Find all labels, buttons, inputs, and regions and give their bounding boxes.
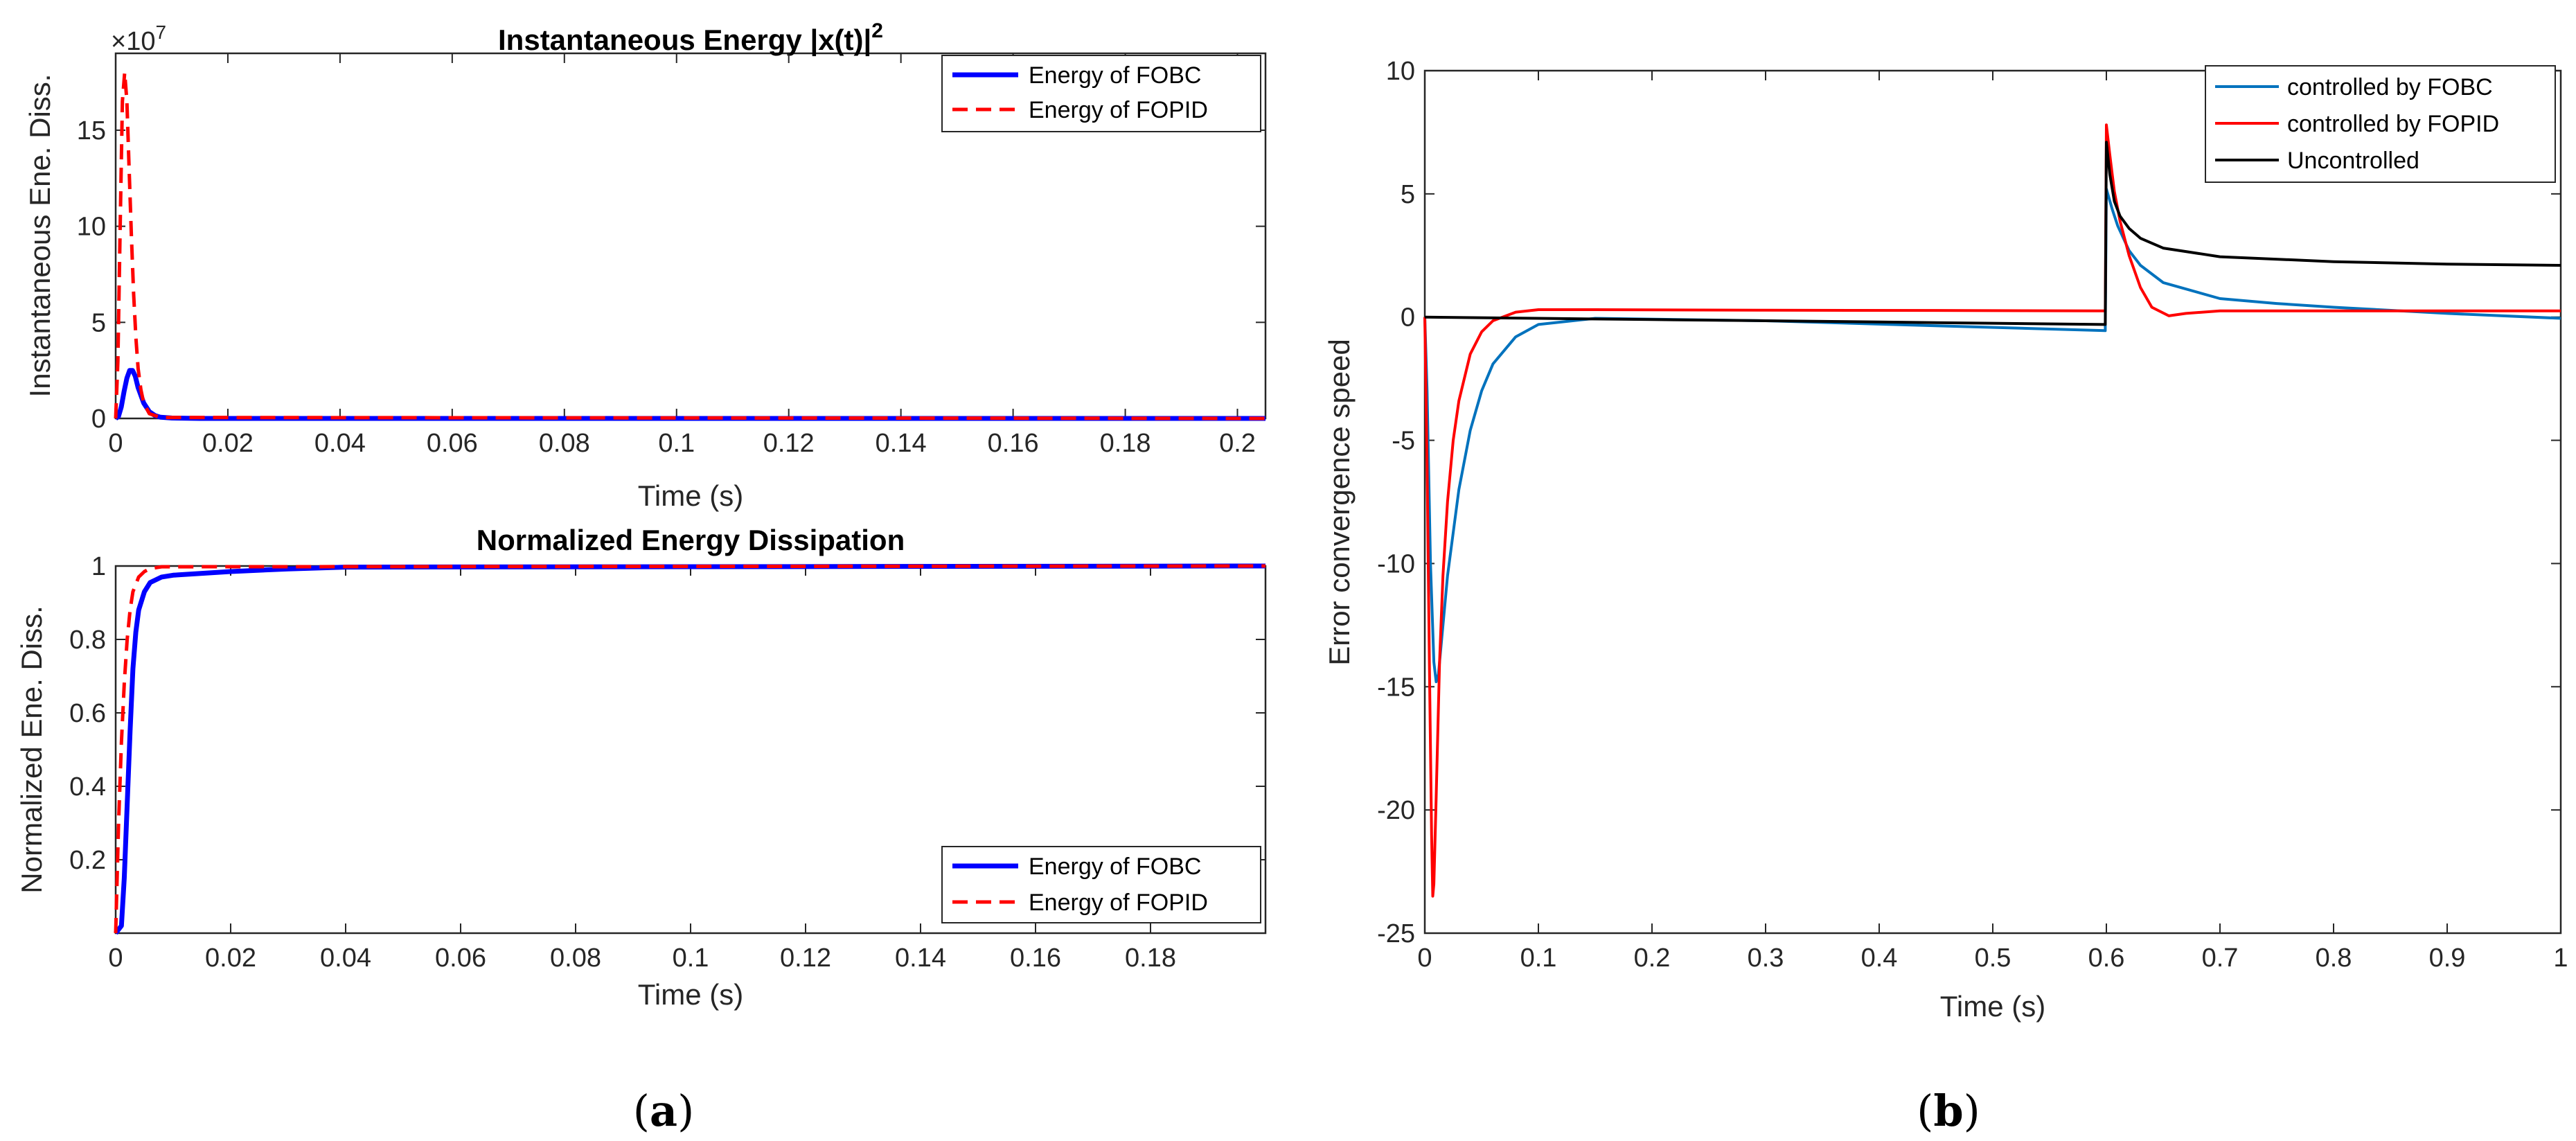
x-tick-label: 0.2: [1219, 429, 1256, 458]
chart-instantaneous-energy: Instantaneous Energy |x(t)|2 ×107 Instan…: [24, 19, 1267, 512]
x-tick-label: 0.4: [1861, 944, 1898, 973]
x-tick-label: 0.16: [988, 429, 1039, 458]
series-line-energy-of-fopid: [114, 71, 1266, 421]
series-layer: [114, 563, 1266, 935]
x-tick-label: 0.08: [539, 429, 590, 458]
legend-label: controlled by FOBC: [2287, 74, 2493, 100]
legend-box: [941, 846, 1261, 923]
y-tick-label: 0.8: [69, 626, 106, 655]
x-tick-label: 0: [108, 944, 123, 973]
x-tick-label: 0.16: [1010, 944, 1061, 973]
axis-ticks: 0 0.02 0.04 0.06 0.08 0.1 0.12 0.14 0.16 0.18 0.2 0…: [77, 53, 1265, 458]
x-tick-label: 0.14: [876, 429, 927, 458]
x-tick-label: 0: [108, 429, 123, 458]
y-tick-label: 0.2: [69, 846, 106, 875]
y-tick-label: 0: [1401, 303, 1415, 333]
y-tick-label: 1: [91, 552, 106, 581]
x-tick-label: 1: [2553, 944, 2568, 973]
series-line-controlled-by-fopid: [1423, 123, 2561, 898]
y-exponent-label: ×107: [111, 21, 166, 56]
legend: Energy of FOBC Energy of FOPID: [941, 55, 1261, 132]
y-axis-label: Normalized Ene. Diss.: [15, 605, 48, 893]
y-tick-label: -10: [1377, 549, 1415, 578]
legend: controlled by FOBC controlled by FOPID U…: [2205, 65, 2556, 183]
series-line-energy-of-fopid: [114, 564, 1266, 934]
y-tick-label: 5: [91, 308, 106, 337]
legend-label: Energy of FOBC: [1029, 853, 1201, 880]
axis-ticks: 0 0.02 0.04 0.06 0.08 0.1 0.12 0.14 0.16 0.18 0.2 0…: [69, 552, 1265, 973]
y-tick-label: 0.6: [69, 699, 106, 728]
x-tick-label: 0.06: [427, 429, 478, 458]
x-tick-label: 0.18: [1100, 429, 1151, 458]
chart-normalized-energy: Normalized Energy Dissipation Normalized…: [15, 524, 1267, 1011]
x-tick-label: 0.08: [550, 944, 601, 973]
plot-area: [1423, 69, 2562, 935]
x-tick-label: 0.7: [2202, 944, 2239, 973]
x-tick-label: 0: [1417, 944, 1432, 973]
legend: Energy of FOBC Energy of FOPID: [941, 846, 1261, 923]
legend-box: [941, 55, 1261, 132]
legend-label: Energy of FOPID: [1029, 97, 1208, 123]
series-layer: [114, 71, 1266, 421]
x-tick-label: 0.18: [1125, 944, 1176, 973]
x-tick-label: 0.04: [314, 429, 366, 458]
x-tick-label: 0.02: [205, 944, 256, 973]
y-tick-label: -25: [1377, 919, 1415, 948]
series-layer: [1423, 123, 2561, 898]
x-tick-label: 0.1: [658, 429, 695, 458]
x-tick-label: 0.14: [895, 944, 946, 973]
panel-label-b: (b): [1917, 1086, 1980, 1136]
chart-title: Instantaneous Energy |x(t)|2: [498, 19, 883, 57]
legend-label: Uncontrolled: [2287, 148, 2419, 174]
x-tick-label: 0.1: [673, 944, 709, 973]
x-tick-label: 0.5: [1975, 944, 2011, 973]
x-tick-label: 0.12: [780, 944, 831, 973]
y-tick-label: 10: [1386, 57, 1415, 86]
chart-title: Normalized Energy Dissipation: [477, 524, 905, 556]
x-axis-label: Time (s): [638, 978, 743, 1011]
y-tick-label: 5: [1401, 180, 1415, 209]
legend-label: controlled by FOPID: [2287, 111, 2499, 137]
y-tick-label: -20: [1377, 796, 1415, 825]
x-tick-label: 0.04: [320, 944, 371, 973]
x-tick-label: 0.3: [1748, 944, 1784, 973]
y-tick-label: -5: [1392, 427, 1415, 456]
chart-error-convergence: Error convergence speed Time (s) 0 0.1 0.2…: [1323, 57, 2568, 1023]
x-axis-label: Time (s): [1940, 990, 2045, 1023]
series-line-uncontrolled: [1424, 141, 2561, 326]
y-axis-label: Instantaneous Ene. Diss.: [24, 74, 56, 398]
x-tick-label: 0.2: [1634, 944, 1671, 973]
x-tick-label: 0.1: [1520, 944, 1557, 973]
x-axis-label: Time (s): [638, 479, 743, 512]
legend-label: Energy of FOBC: [1029, 62, 1201, 89]
x-tick-label: 0.6: [2088, 944, 2125, 973]
y-tick-label: -15: [1377, 673, 1415, 702]
y-tick-label: 15: [77, 116, 106, 145]
x-tick-label: 0.02: [202, 429, 254, 458]
x-tick-label: 0.12: [763, 429, 815, 458]
y-axis-label: Error convergence speed: [1323, 339, 1356, 666]
y-tick-label: 10: [77, 213, 106, 242]
legend-label: Energy of FOPID: [1029, 890, 1208, 916]
panel-label-a: (a): [633, 1086, 695, 1136]
y-tick-label: 0: [91, 405, 106, 434]
x-tick-label: 0.9: [2429, 944, 2466, 973]
y-tick-label: 0.4: [69, 772, 106, 802]
axis-ticks: 0 0.1 0.2 0.3 0.4 0.5 0.6 0.7 0.8 0.9 1 -25 -20 -15 -1…: [1377, 57, 2568, 973]
x-tick-label: 0.06: [435, 944, 486, 973]
x-tick-label: 0.8: [2316, 944, 2352, 973]
series-line-energy-of-fobc: [114, 563, 1266, 935]
